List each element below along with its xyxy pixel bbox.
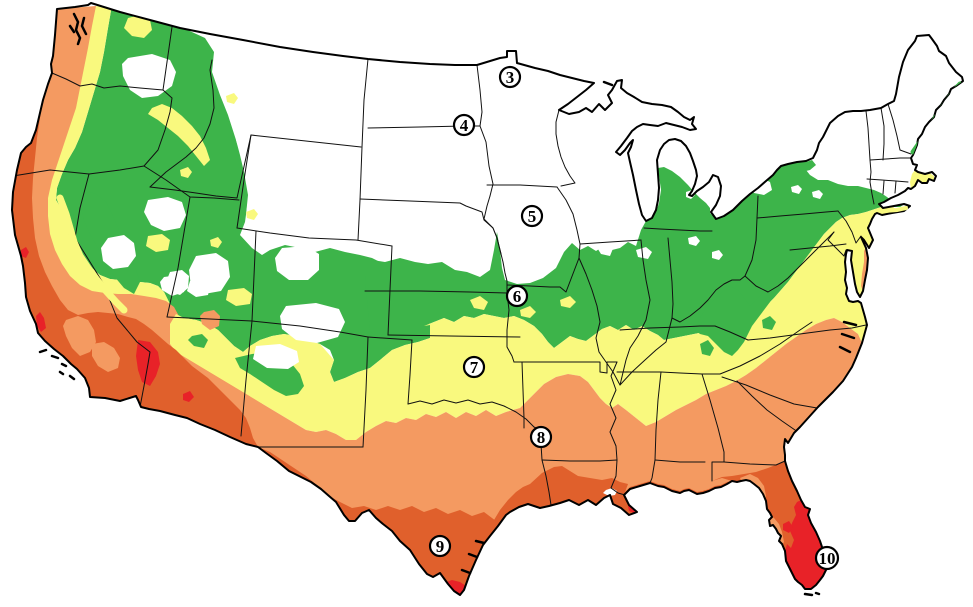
svg-text:7: 7 xyxy=(470,358,479,377)
svg-text:4: 4 xyxy=(460,116,469,135)
svg-text:5: 5 xyxy=(528,207,537,226)
svg-text:9: 9 xyxy=(436,537,445,556)
svg-text:6: 6 xyxy=(513,287,522,306)
svg-text:3: 3 xyxy=(506,68,515,87)
svg-text:10: 10 xyxy=(819,549,836,568)
svg-text:8: 8 xyxy=(537,428,546,447)
